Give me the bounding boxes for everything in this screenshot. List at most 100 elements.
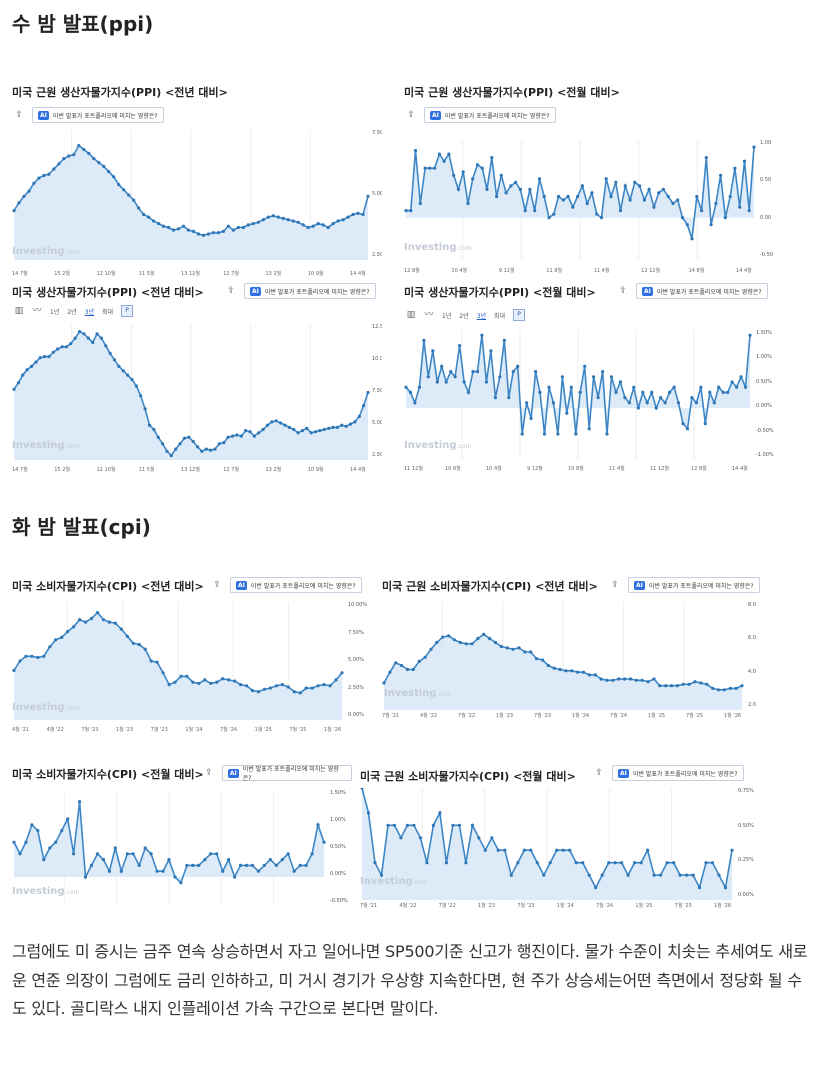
ai-insight-button[interactable]: AI 이번 발표가 포트폴리오에 미치는 영향은? [424,107,556,123]
period-max[interactable]: 최대 [494,312,506,320]
chart-toolbar: ⇪ AI 이번 발표가 포트폴리오에 미치는 영향은? [204,765,352,782]
data-point [186,228,191,232]
data-point [634,678,638,682]
ai-insight-button[interactable]: AI 이번 발표가 포트폴리오에 미치는 영향은? [244,283,376,299]
data-point [344,424,348,428]
y-tick-label: -0.50% [330,898,348,904]
bar-chart-icon[interactable]: ▥ [406,310,416,320]
series-area [14,331,368,460]
data-point [638,184,642,188]
data-point [25,368,29,372]
data-point [522,848,526,852]
data-point [503,848,507,852]
chart-title: 미국 소비자물가지수(CPI) <전년 대비> [12,580,204,593]
share-icon[interactable]: ⇪ [595,768,603,778]
data-point [596,396,600,400]
share-icon[interactable]: ⇪ [227,286,235,296]
x-axis: 11 12월 10 8월 10 4월 9 12월 10 8월 11 4월 11 12월 12 … [404,465,752,475]
data-point [78,618,82,622]
x-tick-label: 7월 '25 [289,727,307,733]
data-point [405,667,410,672]
share-icon[interactable]: ⇪ [619,286,627,296]
data-point [36,655,40,660]
share-icon[interactable]: ⇪ [407,110,415,120]
data-point [428,166,432,170]
data-point [12,840,16,844]
x-tick-label: 1월 '23 [116,727,134,733]
data-point [382,681,386,685]
ai-insight-button[interactable]: AI 이번 발표가 포트폴리오에 미치는 영향은? [636,283,768,299]
x-tick-label: 13 12월 [181,271,200,277]
data-point [119,627,123,631]
data-point [599,677,603,681]
data-point [599,216,604,220]
data-point [552,666,556,670]
data-point [490,836,494,840]
period-3y[interactable]: 3년 [84,308,95,316]
data-point [233,875,237,879]
data-point [215,680,219,684]
p-button[interactable]: P [121,305,134,317]
data-point [456,187,460,191]
data-point [209,852,213,856]
share-icon[interactable]: ⇪ [15,110,23,120]
chart-panel-cpi-mom: 미국 소비자물가지수(CPI) <전월 대비> ⇪ AI 이번 발표가 포트폴리오… [12,764,352,912]
data-point [534,370,538,374]
data-point [101,618,106,622]
series-area [406,335,750,434]
y-tick-label: 2.50% [372,252,382,258]
period-3y[interactable]: 3년 [476,312,487,320]
data-point [485,187,489,191]
period-1y[interactable]: 1년 [442,312,452,320]
data-point [537,177,542,181]
x-tick-label: 10 9월 [307,271,324,277]
y-tick-label: 0.50% [756,378,772,385]
chart-title: 미국 소비자물가지수(CPI) <전월 대비> [12,768,204,781]
data-point [547,216,551,220]
share-icon[interactable]: ⇪ [611,580,619,590]
line-chart-icon[interactable]: 〰 [424,310,434,320]
series-area [14,612,342,720]
ai-insight-button[interactable]: AI 이번 발표가 포트폴리오에 미치는 영향은? [230,577,362,593]
data-point [518,187,522,191]
ai-insight-button[interactable]: AI 이번 발표가 포트폴리오에 미치는 영향은? [32,107,164,123]
data-point [499,173,503,177]
y-tick-label: 6.0 [748,635,756,642]
period-2y[interactable]: 2년 [459,312,469,320]
data-point [466,201,470,206]
data-point [360,788,364,790]
share-icon[interactable]: ⇪ [205,768,213,778]
data-point [92,157,96,161]
data-point [107,170,111,174]
period-max[interactable]: 최대 [102,308,114,316]
ai-insight-button[interactable]: AI 이번 발표가 포트폴리오에 미치는 영향은? [628,577,760,593]
data-point [561,848,565,852]
ai-insight-label: 이번 발표가 포트폴리오에 미치는 영향은? [52,112,158,120]
data-point [203,678,207,682]
p-button[interactable]: P [513,309,526,321]
x-tick-label: 14 4월 [736,268,752,274]
data-point [346,215,350,219]
y-tick-label: 1.50% [756,330,772,336]
data-point [628,198,632,202]
ai-insight-button[interactable]: AI 이번 발표가 포트폴리오에 미치는 영향은? [612,765,744,781]
line-chart-icon[interactable]: 〰 [32,306,42,316]
bar-chart-icon[interactable]: ▥ [14,306,24,316]
share-icon[interactable]: ⇪ [213,580,221,590]
period-2y[interactable]: 2년 [67,308,77,316]
data-point [652,677,656,681]
data-point [95,852,100,856]
x-tick-label: 12 7월 [223,467,239,473]
data-point [262,687,267,691]
ai-insight-button[interactable]: AI 이번 발표가 포트폴리오에 미치는 영향은? [221,765,352,782]
y-tick-label: 7.50 [372,388,382,394]
data-point [523,650,527,654]
data-point [67,154,71,158]
data-point [633,861,637,865]
period-1y[interactable]: 1년 [50,308,60,316]
data-point [587,873,591,877]
data-point [652,205,656,209]
data-point [672,861,676,865]
chart-title: 미국 근원 생산자물가지수(PPI) <전월 대비> [404,86,620,99]
x-axis: 14 7월 15 2월 12 10월 11 5월 13 12월 12 7월 13 2월 10 … [12,270,370,280]
